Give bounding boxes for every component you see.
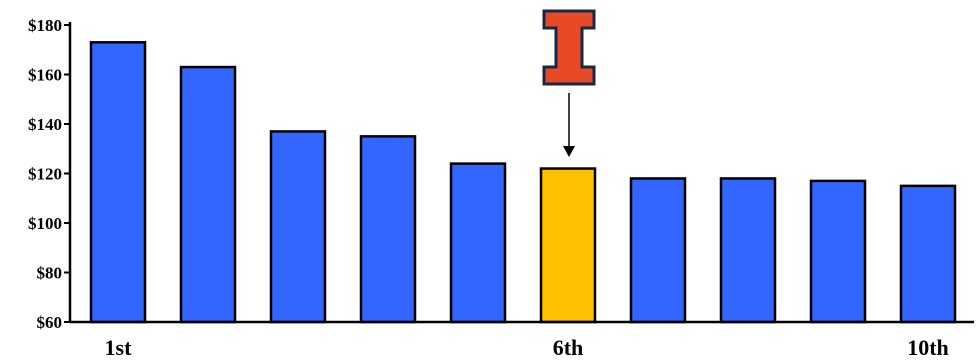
y-tick-label: $60 xyxy=(37,313,63,332)
bar-7 xyxy=(629,177,687,324)
x-tick-label: 10th xyxy=(907,335,949,360)
y-tick-label: $180 xyxy=(28,16,62,35)
block-i-logo-icon xyxy=(542,9,596,86)
x-tick-label: 1st xyxy=(105,335,133,360)
y-tick-label: $140 xyxy=(28,115,62,134)
annotation-arrow xyxy=(563,93,575,157)
bar-8 xyxy=(719,177,777,324)
bar-6 xyxy=(539,167,597,324)
bar-1 xyxy=(89,41,147,324)
y-tick-label: $160 xyxy=(28,66,62,85)
bar-4 xyxy=(359,135,417,324)
y-tick-label: $80 xyxy=(37,264,63,283)
y-tick-label: $120 xyxy=(28,165,62,184)
bar-10 xyxy=(899,184,957,324)
bar-5 xyxy=(449,162,507,324)
bar-9 xyxy=(809,179,867,324)
x-tick-label: 6th xyxy=(553,335,584,360)
y-tick-label: $100 xyxy=(28,214,62,233)
x-axis-labels: 1st 6th 10th xyxy=(105,335,949,360)
bar-2 xyxy=(179,65,237,324)
y-axis-ticks: $60 $80 $100 $120 $140 $160 $180 xyxy=(28,16,70,332)
bars xyxy=(89,41,957,324)
bar-3 xyxy=(269,130,327,324)
